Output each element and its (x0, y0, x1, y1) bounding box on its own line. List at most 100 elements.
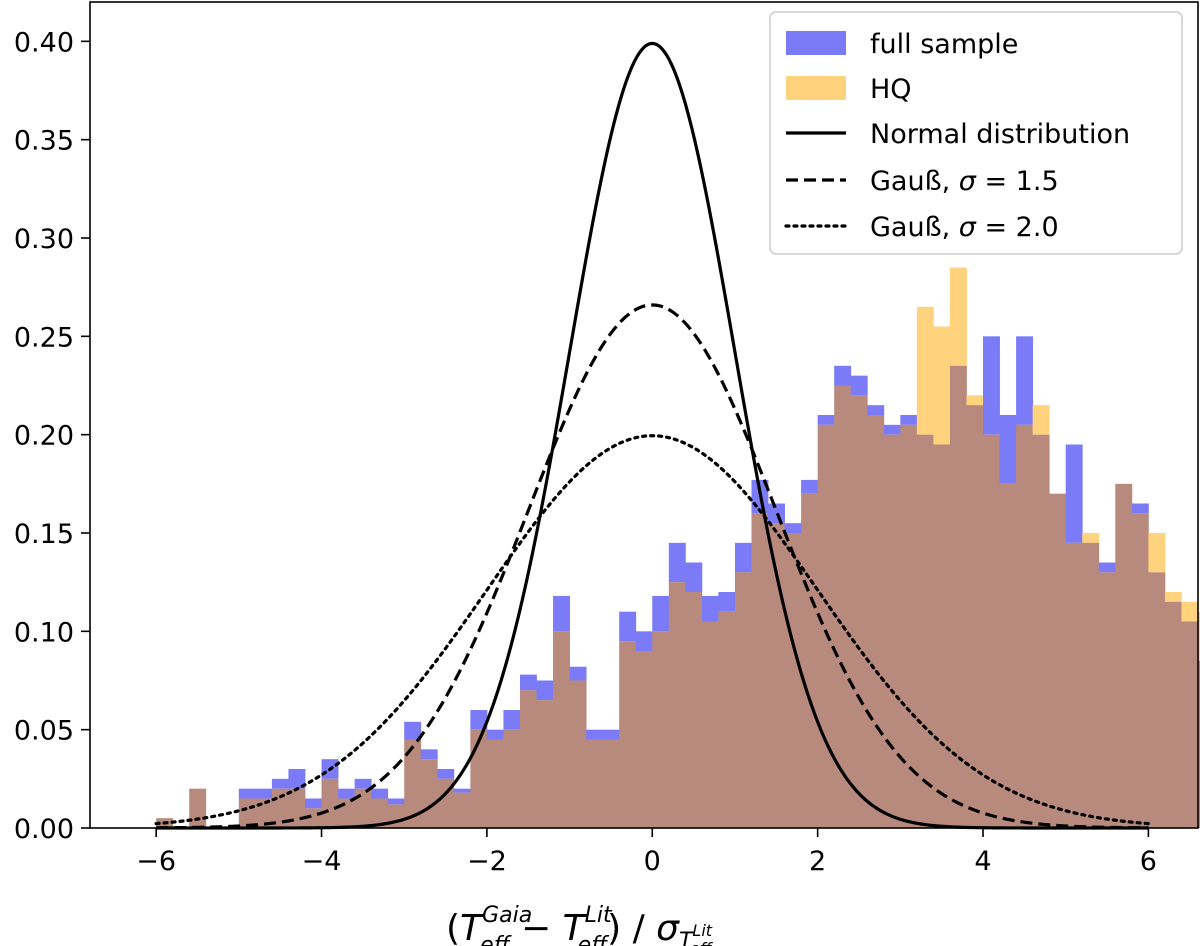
bar-full-sample-30 (652, 595, 670, 632)
bar-full-sample-34 (718, 592, 736, 612)
bar-full-sample-12 (354, 778, 372, 789)
x-tick-label-1: −4 (302, 846, 342, 877)
bar-full-sample-22 (519, 674, 537, 691)
bar-overlap-15 (404, 739, 422, 828)
bar-overlap-34 (718, 611, 736, 828)
legend-label-sigma-2-0: Gauß, σ = 2.0 (870, 212, 1059, 243)
bar-overlap-47 (933, 444, 951, 828)
bar-full-sample-21 (503, 710, 521, 730)
bar-full-sample-38 (784, 523, 802, 533)
bar-overlap-45 (900, 424, 918, 828)
bar-full-sample-37 (768, 503, 785, 524)
bar-overlap-58 (1115, 483, 1133, 828)
bar-full-sample-51 (999, 415, 1017, 484)
curve-sigma-1-5 (156, 303, 1149, 830)
bar-overlap-54 (1049, 493, 1067, 828)
bar-overlap-36 (751, 513, 769, 828)
bar-overlap-60 (1148, 572, 1166, 828)
bar-overlap-42 (850, 395, 868, 828)
bar-hq-61 (1164, 592, 1182, 602)
bar-full-sample-11 (338, 788, 355, 799)
x-axis-ticks: −6 −4 −2 0 2 4 6 (136, 828, 1157, 877)
bar-full-sample-33 (701, 595, 719, 622)
bar-full-sample-39 (801, 479, 819, 494)
y-tick-label-3: 0.15 (14, 519, 74, 550)
y-tick-label-1: 0.05 (14, 716, 74, 747)
bar-hq-62 (1181, 601, 1199, 622)
bar-full-sample-5 (238, 788, 256, 799)
y-tick-label-0: 0.00 (14, 814, 74, 845)
bar-full-sample-15 (404, 721, 422, 740)
legend-sigma20-suffix: = 2.0 (976, 212, 1059, 243)
y-axis-ticks: 0.00 0.05 0.10 0.15 0.20 0.25 0.30 0.35 0.40 (14, 27, 90, 845)
xlabel-open: ( (446, 908, 460, 946)
bar-overlap-20 (486, 739, 504, 828)
bar-hq-53 (1032, 405, 1050, 435)
bar-overlap-24 (553, 631, 570, 828)
bar-overlap-55 (1065, 542, 1083, 828)
bar-full-sample-59 (1131, 503, 1149, 514)
bar-full-sample-6 (255, 788, 273, 799)
bar-full-sample-52 (1016, 336, 1034, 425)
bar-overlap-10 (321, 778, 339, 828)
legend-label-normal: Normal distribution (870, 119, 1130, 150)
xlabel-mid: ) / (607, 908, 656, 946)
bar-full-sample-32 (685, 562, 703, 592)
xlabel-T2: T (563, 908, 588, 946)
bar-overlap-22 (519, 690, 537, 828)
bar-full-sample-17 (437, 769, 455, 779)
bar-full-sample-13 (371, 788, 389, 799)
legend-sigma20-symbol: σ (959, 212, 977, 243)
bar-full-sample-45 (900, 415, 918, 425)
bar-overlap-41 (834, 385, 852, 828)
y-tick-label-5: 0.25 (14, 322, 74, 353)
bar-full-sample-29 (635, 631, 653, 651)
legend-sigma15-prefix: Gauß, (870, 166, 959, 197)
y-tick-label-7: 0.35 (14, 126, 74, 157)
bar-full-sample-27 (602, 729, 620, 740)
bar-overlap-17 (437, 778, 455, 828)
bar-full-sample-23 (536, 680, 554, 701)
bar-full-sample-35 (734, 542, 752, 573)
bar-full-sample-44 (883, 424, 901, 435)
bar-overlap-62 (1181, 621, 1199, 828)
bar-full-sample-55 (1065, 444, 1083, 543)
bar-full-sample-18 (453, 788, 471, 793)
xlabel-sigma-sub: eff (690, 939, 714, 946)
legend-swatch-hq (786, 76, 846, 100)
bar-full-sample-14 (387, 798, 405, 805)
bar-overlap-27 (602, 739, 620, 828)
y-tick-label-8: 0.40 (14, 27, 74, 58)
bar-full-sample-28 (619, 611, 637, 642)
bar-overlap-52 (1016, 424, 1034, 828)
xlabel-T1: T (460, 908, 485, 946)
bar-full-sample-26 (586, 729, 604, 740)
legend-sigma20-prefix: Gauß, (870, 212, 959, 243)
xlabel-sup2: Lit (585, 903, 613, 928)
bar-hq-46 (916, 306, 934, 435)
bar-overlap-16 (420, 759, 438, 828)
bar-hq-48 (949, 267, 967, 366)
bar-full-sample-41 (834, 365, 852, 386)
legend-label-hq: HQ (870, 74, 912, 105)
bar-overlap-56 (1082, 542, 1100, 828)
bar-full-sample-40 (817, 415, 835, 425)
bar-overlap-21 (503, 729, 521, 828)
bar-overlap-13 (371, 798, 389, 828)
y-tick-label-4: 0.20 (14, 421, 74, 452)
plot-area (89, 1, 1200, 830)
bar-overlap-44 (883, 434, 901, 828)
legend-label-full-sample: full sample (870, 29, 1018, 60)
bar-overlap-31 (668, 582, 686, 828)
x-tick-label-2: −2 (467, 846, 507, 877)
legend-swatch-full-sample (786, 31, 846, 55)
bar-overlap-14 (387, 804, 405, 828)
bar-overlap-12 (354, 788, 372, 828)
xlabel-sigma: σ (656, 908, 680, 946)
bar-overlap-30 (652, 631, 670, 828)
bar-overlap-38 (784, 533, 802, 828)
bar-full-sample-31 (668, 542, 686, 583)
bar-full-sample-24 (553, 595, 570, 632)
